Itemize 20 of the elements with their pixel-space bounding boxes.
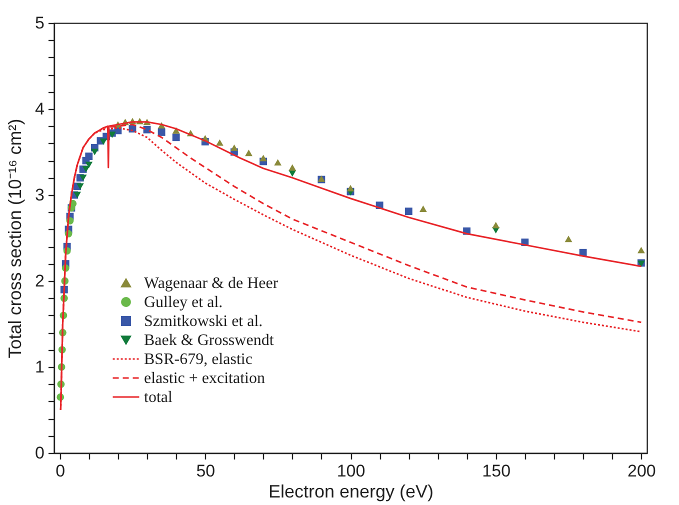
y-tick-label: 0 <box>35 444 44 462</box>
legend-label: Szmitkowski et al. <box>144 313 263 330</box>
x-tick-label: 0 <box>56 462 66 480</box>
legend-label: Wagenaar & de Heer <box>144 275 279 292</box>
y-tick-label: 4 <box>35 100 44 118</box>
y-tick-label: 1 <box>35 358 44 376</box>
x-tick-label: 200 <box>628 462 656 480</box>
legend-label: elastic + excitation <box>144 370 265 387</box>
legend-label: total <box>144 389 173 406</box>
y-tick-label: 5 <box>35 14 44 32</box>
legend-label: Gulley et al. <box>144 294 223 311</box>
x-axis-title: Electron energy (eV) <box>268 482 434 502</box>
legend-label: BSR-679, elastic <box>144 351 252 368</box>
x-tick-label: 150 <box>482 462 511 480</box>
y-axis-title: Total cross section (10⁻¹⁶ cm²) <box>5 118 26 358</box>
legend-label: Baek & Grosswendt <box>144 332 274 349</box>
y-tick-label: 2 <box>35 272 44 290</box>
y-tick-label: 3 <box>35 186 44 204</box>
x-tick-label: 100 <box>336 462 366 480</box>
x-tick-label: 50 <box>196 462 216 480</box>
